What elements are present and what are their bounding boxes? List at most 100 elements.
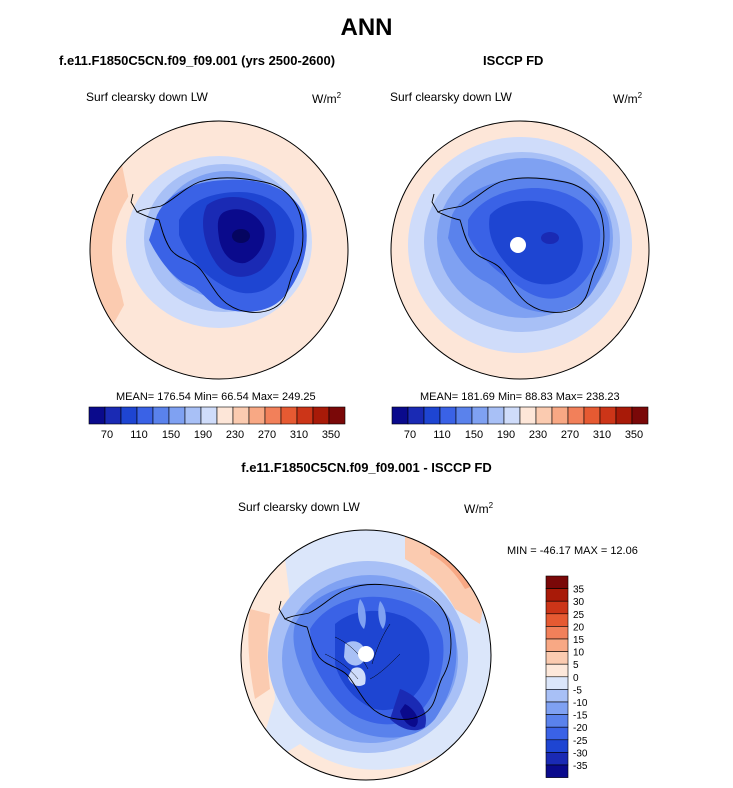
colorbar-diff-tick-label: -15 (573, 711, 588, 722)
colorbar-model-swatch-15 (328, 406, 346, 425)
polar-map-diff (240, 529, 492, 781)
colorbar-obs-tick-label: 230 (529, 429, 547, 441)
map-field-obs (391, 121, 649, 379)
map-field-model (90, 121, 348, 379)
colorbar-diff-swatch-11 (545, 714, 569, 728)
colorbar-diff-tick-label: -5 (573, 685, 582, 696)
colorbar-obs-swatch-9 (535, 406, 553, 425)
colorbar-diff-tick-label: 15 (573, 635, 585, 646)
stats-model: MEAN= 176.54 Min= 66.54 Max= 249.25 (116, 391, 316, 403)
colorbar-obs-tick-label: 110 (433, 429, 451, 441)
units-label-model: W/m2 (312, 91, 342, 107)
colorbar-model-tick-label: 110 (130, 429, 148, 441)
colorbar-diff-tick-label: 35 (573, 585, 585, 596)
colorbar-obs-swatch-11 (567, 406, 585, 425)
colorbar-diff-swatch-3 (545, 613, 569, 627)
panel-title-obs: ISCCP FD (483, 53, 544, 68)
colorbar-obs: 70 110 150 190 230 270 310 350 (391, 406, 649, 441)
colorbar-obs-swatch-1 (407, 406, 425, 425)
colorbar-diff-swatch-6 (545, 651, 569, 665)
colorbar-model-swatch-13 (296, 406, 314, 425)
colorbar-obs-tick-label: 350 (625, 429, 643, 441)
colorbar-obs-swatch-13 (599, 406, 617, 425)
colorbar-obs-tick-label: 150 (465, 429, 483, 441)
variable-label-obs: Surf clearsky down LW (390, 90, 512, 104)
colorbar-diff-tick-label: -10 (573, 698, 588, 709)
colorbar-model-tick-label: 190 (194, 429, 212, 441)
colorbar-model-swatch-9 (232, 406, 250, 425)
colorbar-model-swatch-10 (248, 406, 266, 425)
colorbar-diff-swatch-7 (545, 663, 569, 678)
colorbar-obs-tick-label: 270 (561, 429, 579, 441)
colorbar-model-swatch-12 (280, 406, 298, 425)
colorbar-diff-swatch-8 (545, 676, 569, 690)
pole-mask (510, 237, 526, 253)
colorbar-model-tick-label: 310 (290, 429, 308, 441)
colorbar-diff-tick-label: -20 (573, 723, 588, 734)
colorbar-model-swatch-8 (216, 406, 234, 425)
polar-map-obs (390, 120, 650, 380)
colorbar-model-tick-label: 270 (258, 429, 276, 441)
colorbar-diff-swatch-5 (545, 638, 569, 652)
main-title: ANN (340, 14, 393, 41)
polar-map-model (89, 120, 349, 380)
colorbar-obs-swatch-15 (631, 406, 649, 425)
colorbar-obs-swatch-7 (503, 406, 521, 425)
stats-diff: MIN = -46.17 MAX = 12.06 (507, 545, 638, 557)
colorbar-obs-swatch-3 (439, 406, 457, 425)
colorbar-model-swatch-6 (184, 406, 202, 425)
colorbar-diff-swatch-10 (545, 701, 569, 715)
colorbar-obs-swatch-0 (391, 406, 409, 425)
colorbar-model-swatch-3 (136, 406, 154, 425)
colorbar-model-swatch-5 (168, 406, 186, 425)
variable-label-model: Surf clearsky down LW (86, 90, 208, 104)
colorbar-obs-tick-label: 190 (497, 429, 515, 441)
colorbar-diff-swatch-13 (545, 739, 569, 753)
colorbar-diff-swatch-0 (545, 575, 569, 589)
colorbar-diff-tick-label: -30 (573, 748, 588, 759)
colorbar-model-swatch-7 (200, 406, 218, 425)
colorbar-obs-swatch-12 (583, 406, 601, 425)
colorbar-diff-swatch-4 (545, 626, 569, 640)
colorbar-obs-swatch-8 (519, 406, 537, 425)
colorbar-obs-swatch-6 (487, 406, 505, 425)
pole-mask (358, 646, 374, 662)
colorbar-diff-tick-label: 0 (573, 673, 579, 684)
colorbar-diff-tick-label: 20 (573, 622, 585, 633)
stats-obs: MEAN= 181.69 Min= 88.83 Max= 238.23 (420, 391, 620, 403)
colorbar-obs-swatch-14 (615, 406, 633, 425)
colorbar-diff-tick-label: -25 (573, 736, 588, 747)
colorbar-obs-tick-label: 70 (404, 429, 416, 441)
colorbar-model-swatch-0 (88, 406, 106, 425)
units-label-diff: W/m2 (464, 501, 494, 517)
units-label-obs: W/m2 (613, 91, 643, 107)
colorbar-diff-tick-label: 10 (573, 648, 585, 659)
colorbar-diff-swatch-2 (545, 600, 569, 615)
colorbar-model-tick-label: 350 (322, 429, 340, 441)
colorbar-obs-swatch-10 (551, 406, 569, 425)
colorbar-obs-swatch-5 (471, 406, 489, 425)
colorbar-model-swatch-1 (104, 406, 122, 425)
colorbar-obs-swatch-4 (455, 406, 473, 425)
colorbar-diff-swatch-9 (545, 689, 569, 703)
colorbar-diff-tick-label: -35 (573, 761, 588, 772)
colorbar-model-swatch-11 (264, 406, 282, 425)
colorbar-diff-swatch-14 (545, 752, 569, 766)
colorbar-model-tick-label: 70 (101, 429, 113, 441)
colorbar-obs-swatch-2 (423, 406, 441, 425)
panel-title-model: f.e11.F1850C5CN.f09_f09.001 (yrs 2500-26… (59, 53, 336, 68)
colorbar-obs-tick-label: 310 (593, 429, 611, 441)
panel-title-diff: f.e11.F1850C5CN.f09_f09.001 - ISCCP FD (241, 460, 492, 475)
colorbar-diff-swatch-15 (545, 764, 569, 778)
colorbar-diff-swatch-1 (545, 588, 569, 602)
colorbar-model-swatch-4 (152, 406, 170, 425)
colorbar-model-swatch-2 (120, 406, 138, 425)
colorbar-diff-tick-label: 5 (573, 660, 579, 671)
colorbar-diff-tick-label: 30 (573, 597, 585, 608)
colorbar-diff-swatch-12 (545, 726, 569, 741)
colorbar-model-swatch-14 (312, 406, 330, 425)
colorbar-model-tick-label: 150 (162, 429, 180, 441)
colorbar-diff-tick-label: 25 (573, 610, 585, 621)
colorbar-model: 70 110 150 190 230 270 310 350 (88, 406, 346, 441)
